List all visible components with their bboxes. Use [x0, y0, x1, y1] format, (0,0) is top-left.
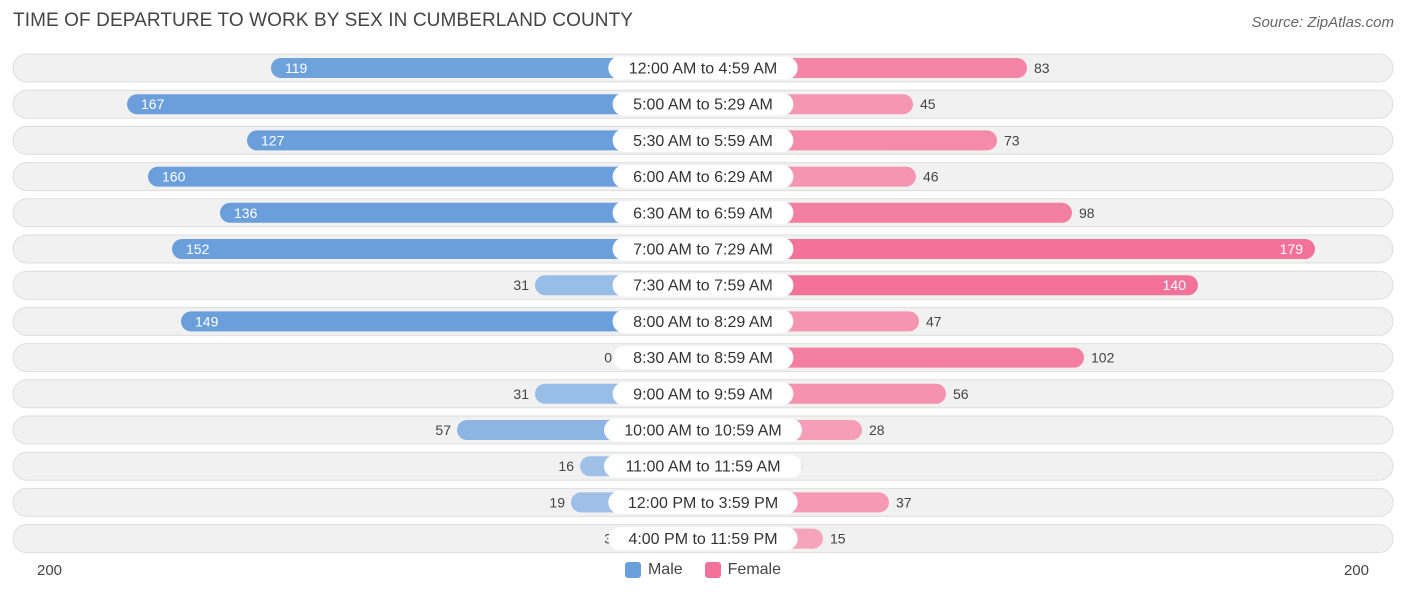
- bar-male: [127, 94, 703, 115]
- data-label-female: 73: [1004, 132, 1020, 148]
- category-label: 10:00 AM to 10:59 AM: [624, 423, 781, 440]
- category-label: 7:30 AM to 7:59 AM: [633, 278, 773, 295]
- bar-male: [271, 58, 703, 78]
- data-label-male: 31: [513, 277, 529, 293]
- category-label: 11:00 AM to 11:59 AM: [625, 459, 780, 476]
- data-label-male: 167: [141, 96, 165, 112]
- category-label-pill: [612, 165, 794, 189]
- data-label-male: 149: [195, 313, 219, 329]
- category-label: 8:00 AM to 8:29 AM: [633, 314, 773, 331]
- category-label: 6:00 AM to 6:29 AM: [633, 169, 773, 186]
- category-label-pill: [612, 309, 794, 333]
- data-label-male: 16: [558, 458, 574, 474]
- category-label: 12:00 PM to 3:59 PM: [628, 495, 778, 512]
- data-label-male: 0: [604, 350, 612, 366]
- category-label-pill: [612, 237, 794, 261]
- axis-left-max-label: 200: [37, 562, 63, 579]
- category-label-pill: [612, 128, 794, 152]
- legend: Male Female: [0, 561, 1406, 579]
- category-label-pill: [604, 454, 802, 478]
- category-label-pill: [608, 490, 798, 514]
- bar-male: [181, 311, 703, 332]
- data-label-female: 179: [1280, 241, 1304, 257]
- bar-male: [247, 130, 703, 151]
- data-label-male: 136: [234, 205, 258, 221]
- category-label: 6:30 AM to 6:59 AM: [633, 205, 773, 222]
- category-label-pill: [612, 201, 794, 225]
- data-label-female: 83: [1034, 60, 1050, 76]
- category-label-pill: [612, 346, 794, 370]
- bar-male: [172, 239, 703, 259]
- legend-label-male: Male: [647, 561, 683, 578]
- data-label-male: 119: [285, 60, 308, 76]
- data-label-male: 127: [261, 132, 285, 148]
- bar-female: [703, 239, 1315, 259]
- bar-female: [703, 347, 1084, 368]
- axis-right-max-label: 200: [1343, 562, 1369, 579]
- bar-male: [220, 202, 703, 223]
- bar-male: [148, 166, 703, 187]
- data-label-female: 56: [953, 386, 969, 402]
- category-label: 8:30 AM to 8:59 AM: [633, 350, 773, 367]
- legend-item-female: Female: [704, 561, 782, 579]
- legend-item-male: Male: [624, 561, 683, 579]
- legend-swatch-female: [704, 562, 721, 578]
- category-label-pill: [608, 527, 798, 551]
- data-label-female: 98: [1079, 205, 1095, 221]
- data-label-male: 57: [435, 422, 451, 438]
- category-label: 12:00 AM to 4:59 AM: [629, 61, 778, 78]
- data-label-female: 37: [896, 494, 912, 510]
- category-label-pill: [612, 273, 794, 297]
- bar-female: [703, 275, 1198, 296]
- source-label: Source: ZipAtlas.com: [1251, 14, 1394, 31]
- category-label: 7:00 AM to 7:29 AM: [633, 242, 773, 259]
- chart-title: TIME OF DEPARTURE TO WORK BY SEX IN CUMB…: [13, 10, 634, 31]
- data-label-female: 102: [1091, 350, 1115, 366]
- category-label-pill: [604, 418, 802, 442]
- data-label-female: 15: [830, 531, 846, 547]
- data-label-female: 45: [920, 96, 936, 112]
- category-label: 5:00 AM to 5:29 AM: [633, 97, 773, 114]
- legend-swatch-male: [624, 562, 641, 578]
- category-label: 9:00 AM to 9:59 AM: [633, 386, 773, 403]
- legend-label-female: Female: [727, 561, 782, 578]
- category-label: 4:00 PM to 11:59 PM: [628, 531, 777, 548]
- data-label-male: 19: [549, 494, 565, 510]
- data-label-female: 28: [869, 422, 885, 438]
- category-label-pill: [608, 56, 798, 80]
- data-label-male: 3: [604, 531, 612, 547]
- data-label-male: 160: [162, 169, 186, 185]
- category-label-pill: [612, 382, 794, 406]
- data-label-female: 140: [1163, 277, 1187, 293]
- category-label: 5:30 AM to 5:59 AM: [633, 133, 773, 150]
- category-label-pill: [612, 92, 794, 116]
- bar-female: [703, 202, 1072, 223]
- data-label-female: 47: [926, 313, 942, 329]
- data-label-male: 152: [186, 241, 210, 257]
- data-label-female: 46: [923, 169, 939, 185]
- data-label-male: 31: [513, 386, 529, 402]
- bar-chart: 119 83 12:00 AM to 4:59 AM 167 45 5:00 AM to …: [12, 53, 1394, 554]
